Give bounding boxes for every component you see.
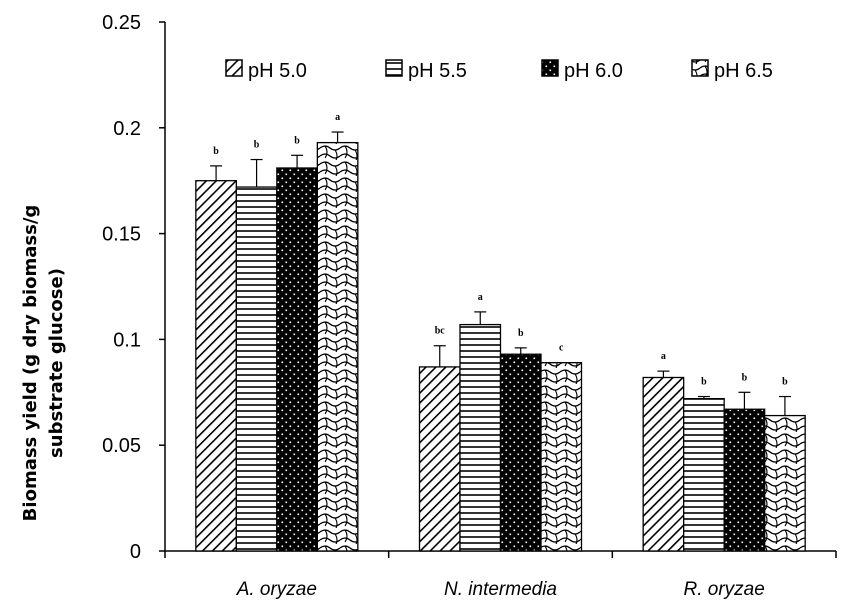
legend: pH 5.0 pH 5.5 pH 6.0 pH 6.5 bbox=[225, 59, 773, 82]
y-tick-label: 0.05 bbox=[102, 435, 141, 457]
legend-label: pH 5.0 bbox=[248, 60, 307, 82]
significance-letter: b bbox=[701, 377, 707, 388]
category-label: R. oryzae bbox=[684, 579, 765, 600]
y-tick-label: 0.15 bbox=[102, 224, 141, 246]
bar-pH-6_5-0 bbox=[316, 141, 359, 552]
y-axis-title-line2: substrate glucose) bbox=[46, 268, 67, 458]
legend-swatch bbox=[541, 59, 559, 77]
bar-pH-5_5-2 bbox=[683, 397, 725, 552]
bar-pH-6_0-2 bbox=[723, 408, 766, 552]
bar-pH-5_5-1 bbox=[459, 323, 502, 552]
bar-pH-6_0-0 bbox=[276, 167, 318, 552]
significance-letter: b bbox=[254, 140, 260, 151]
bar-pH-5_0-1 bbox=[418, 366, 461, 552]
legend-swatch bbox=[691, 59, 709, 77]
category-label: A. oryzae bbox=[236, 579, 317, 600]
significance-letter: bc bbox=[435, 326, 446, 337]
legend-label: pH 6.0 bbox=[564, 60, 623, 82]
legend-label: pH 5.5 bbox=[408, 60, 467, 82]
bar-pH-6_5-2 bbox=[764, 414, 806, 552]
significance-letter: c bbox=[559, 343, 564, 354]
legend-swatch bbox=[225, 59, 243, 77]
significance-letter: a bbox=[661, 351, 666, 362]
significance-letter: a bbox=[478, 292, 483, 303]
significance-letter: b bbox=[294, 135, 300, 146]
legend-swatch bbox=[385, 59, 403, 77]
legend-label: pH 6.5 bbox=[714, 60, 773, 82]
category-label: N. intermedia bbox=[444, 579, 557, 600]
y-tick-label: 0.2 bbox=[113, 118, 141, 140]
significance-letter: a bbox=[335, 112, 340, 123]
bar-pH-5_0-2 bbox=[642, 376, 685, 552]
y-tick-label: 0 bbox=[130, 541, 141, 563]
bar-pH-6_5-1 bbox=[540, 362, 583, 552]
significance-letter: b bbox=[782, 377, 788, 388]
bar-pH-5_5-0 bbox=[235, 186, 278, 552]
significance-letter: b bbox=[742, 372, 748, 383]
y-tick-label: 0.25 bbox=[102, 12, 141, 34]
y-tick-label: 0.1 bbox=[113, 329, 141, 351]
bar-pH-5_0-0 bbox=[195, 180, 237, 552]
bar-pH-6_0-1 bbox=[499, 353, 542, 552]
significance-letter: b bbox=[518, 328, 524, 339]
y-axis-title-line1: Biomass yield (g dry biomass/g bbox=[20, 205, 41, 522]
significance-letter: b bbox=[213, 146, 219, 157]
